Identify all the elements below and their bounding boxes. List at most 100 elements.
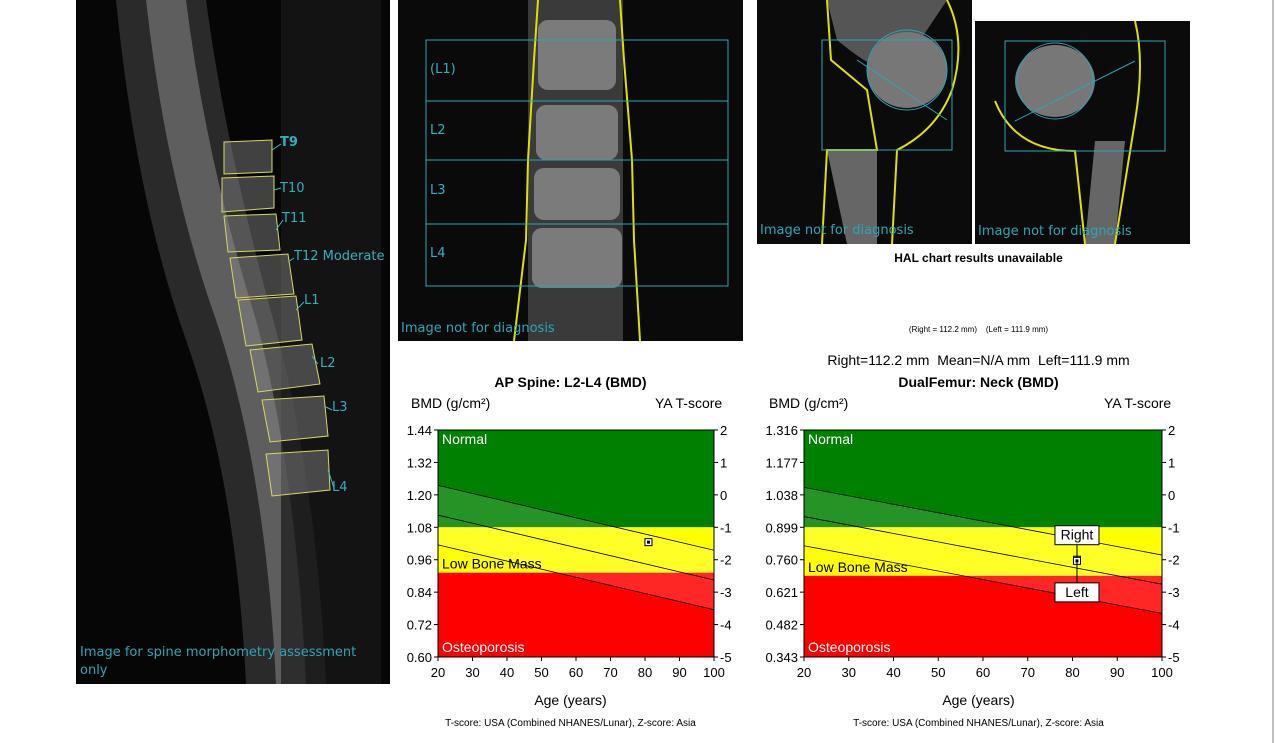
left-femur-graphic [975,21,1190,244]
zone-0 [438,430,714,528]
hal-chart-status: HAL chart results unavailable [894,251,1063,265]
spine-chart-xlabel: Age (years) [534,692,607,708]
zone-1 [438,527,714,573]
t-tick-label-5: -3 [720,585,732,600]
femur-chart-footnote: T-score: USA (Combined NHANES/Lunar), Z-… [853,718,1104,729]
t-tick-label-0: 2 [720,423,727,438]
reference-band-upper [804,487,1162,585]
x-tick-label-1: 30 [465,665,479,680]
x-tick-label-8: 100 [703,665,725,680]
zone-label-1: Low Bone Mass [808,559,908,575]
t-tick-label-4: -2 [1168,553,1180,568]
x-tick-label-4: 60 [569,665,583,680]
femur-chart-ylabel: BMD (g/cm²) [769,395,849,411]
spine-bmd-chart: Normal Low Bone Mass Osteoporosis 1.44 1.32 1… [398,420,743,690]
femur-bmd-chart: Normal Low Bone Mass Osteoporosis 1.316 1.17… [757,420,1200,690]
y-tick-label-6: 0.72 [407,618,432,633]
x-tick-label-6: 80 [638,665,652,680]
y-tick-label-6: 0.482 [765,618,798,633]
reference-curve-2 [438,544,714,611]
lateral-spine-graphic [76,0,390,684]
y-tick-label-1: 1.32 [407,455,432,470]
zone-2 [804,575,1162,657]
x-tick-label-2: 40 [500,665,514,680]
femur-chart-y2label: YA T-score [1104,395,1172,411]
reference-curve-2 [804,545,1162,614]
vertebra-label-l2: L2 [320,356,336,371]
measurement-text: Right=112.2 mm Mean=N/A mm Left=111.9 mm [827,352,1130,368]
y-tick-label-0: 1.44 [407,423,432,438]
reference-curve-1 [438,514,714,581]
point-label-box-0 [1054,525,1100,546]
small-measurement-text: (Right = 112.2 mm) (Left = 111.9 mm) [908,325,1049,334]
t-tick-label-1: 1 [1168,455,1175,470]
x-tick-label-6: 80 [1065,665,1079,680]
zone-0 [804,430,1162,528]
zone-label-2: Osteoporosis [808,639,890,655]
x-tick-label-0: 20 [797,665,811,680]
y-tick-label-7: 0.60 [407,650,432,665]
spine-chart-svg: Normal Low Bone Mass Osteoporosis 1.44 1.32 1… [407,423,732,680]
t-tick-label-3: -1 [1168,520,1180,535]
y-tick-label-4: 0.760 [765,553,798,568]
femur-chart-svg: Normal Low Bone Mass Osteoporosis 1.316 1.17… [765,423,1180,680]
x-tick-label-5: 70 [1021,665,1035,680]
x-tick-label-3: 50 [931,665,945,680]
lateral-spine-caption: Image for spine morphometry assessment o… [80,645,357,678]
zone-label-1: Low Bone Mass [442,556,542,572]
t-tick-label-7: -5 [720,650,732,665]
reference-band-lower [438,515,714,610]
left-femur-caption: Image not for diagnosis [978,224,1132,239]
point-label-box-1 [1054,582,1100,603]
t-tick-label-2: 0 [1168,488,1175,503]
x-tick-label-1: 30 [842,665,856,680]
spine-chart-ylabel: BMD (g/cm²) [411,395,491,411]
vertebra-label-l1: L1 [304,293,320,308]
t-tick-label-6: -4 [720,618,732,633]
zone-2 [438,572,714,657]
spine-chart-footnote: T-score: USA (Combined NHANES/Lunar), Z-… [445,718,696,729]
y-tick-label-5: 0.84 [407,585,432,600]
y-tick-label-1: 1.177 [765,455,798,470]
right-femur-image: Image not for diagnosis [757,0,972,244]
x-tick-label-5: 70 [603,665,617,680]
left-femur-image: Image not for diagnosis [975,21,1190,244]
zone-label-2: Osteoporosis [442,639,524,655]
zone-label-0: Normal [808,431,853,447]
ap-spine-caption: Image not for diagnosis [401,321,555,336]
t-tick-label-7: -5 [1168,650,1180,665]
x-tick-label-7: 90 [1110,665,1124,680]
y-tick-label-3: 1.08 [407,520,432,535]
reference-curve-0 [438,485,714,551]
window-edge [1272,0,1274,743]
t-tick-label-1: 1 [720,455,727,470]
reference-band-upper [438,485,714,580]
x-tick-label-4: 60 [976,665,990,680]
x-tick-label-3: 50 [534,665,548,680]
region-label-l2: L2 [430,123,446,138]
lateral-spine-image: T9 T10 T11 T12 Moderate L1 L2 L3 L4 Imag… [76,0,390,684]
region-label-l4: L4 [430,246,446,261]
ap-spine-image: (L1) L2 L3 L4 Image not for diagnosis [398,0,743,341]
t-tick-label-0: 2 [1168,423,1175,438]
right-femur-graphic [757,0,972,244]
y-tick-label-2: 1.20 [407,488,432,503]
ap-spine-graphic [398,0,743,341]
data-point-center-0 [646,540,650,544]
vertebra-label-t12: T12 Moderate [294,249,385,264]
vertebra-label-l3: L3 [332,400,348,415]
femur-chart-xlabel: Age (years) [942,692,1015,708]
reference-curve-1 [804,516,1162,585]
t-tick-label-3: -1 [720,520,732,535]
x-tick-label-0: 20 [431,665,445,680]
point-label-0: Right [1061,527,1094,543]
reference-curve-0 [804,486,1162,556]
y-tick-label-7: 0.343 [765,650,798,665]
vertebra-label-l4: L4 [332,480,348,495]
vertebra-label-t11: T11 [282,211,307,226]
y-tick-label-3: 0.899 [765,520,798,535]
y-tick-label-4: 0.96 [407,553,432,568]
y-tick-label-5: 0.621 [765,585,798,600]
reference-band-group [438,485,714,610]
x-tick-label-2: 40 [886,665,900,680]
